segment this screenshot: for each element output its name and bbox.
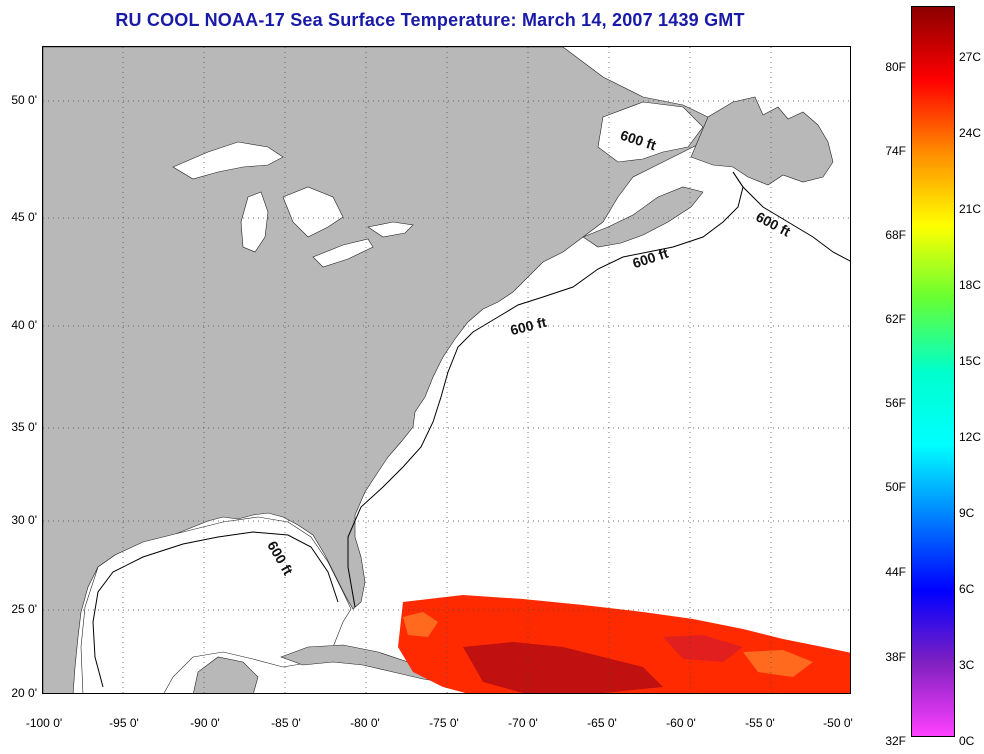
- colorbar-c-12: 12C: [959, 430, 982, 444]
- lake-michigan: [240, 191, 269, 253]
- colorbar-c-3: 3C: [959, 658, 975, 672]
- lon-label-85: -85 0': [271, 716, 301, 730]
- lake-huron: [282, 186, 344, 238]
- colorbar-f-74: 74F: [885, 144, 906, 158]
- colorbar-f-44: 44F: [885, 565, 906, 579]
- lat-label-35: 35 0': [11, 420, 37, 434]
- colorbar-c-0: 0C: [959, 734, 975, 748]
- colorbar-c-27: 27C: [959, 50, 982, 64]
- colorbar-c-21: 21C: [959, 202, 982, 216]
- lake-superior: [172, 141, 284, 180]
- lat-label-45: 45 0': [11, 210, 37, 224]
- colorbar-c-9: 9C: [959, 506, 975, 520]
- land-yucatan: [193, 656, 259, 693]
- lat-label-50: 50 0': [11, 93, 37, 107]
- colorbar-f-56: 56F: [885, 396, 906, 410]
- map-canvas: [43, 47, 850, 693]
- colorbar-f-50: 50F: [885, 480, 906, 494]
- map-title: RU COOL NOAA-17 Sea Surface Temperature:…: [115, 10, 745, 30]
- isobath-grand-banks: [732, 171, 850, 262]
- colorbar-f-32: 32F: [885, 734, 906, 748]
- sst-patches: [398, 595, 850, 693]
- graticule: [43, 47, 850, 693]
- lon-label-60: -60 0': [666, 716, 696, 730]
- lat-label-30: 30 0': [11, 513, 37, 527]
- lon-label-70: -70 0': [508, 716, 538, 730]
- lon-label-90: -90 0': [190, 716, 220, 730]
- lon-label-80: -80 0': [350, 716, 380, 730]
- gulf-st-lawrence: [597, 101, 704, 163]
- lon-label-95: -95 0': [109, 716, 139, 730]
- gulf-of-mexico: [80, 516, 352, 693]
- colorbar-c-6: 6C: [959, 582, 975, 596]
- lake-erie: [312, 238, 374, 268]
- colorbar-c-18: 18C: [959, 278, 982, 292]
- colorbar-c-15: 15C: [959, 354, 982, 368]
- lon-label-65: -65 0': [587, 716, 617, 730]
- lon-label-50: -50 0': [823, 716, 853, 730]
- colorbar-f-80: 80F: [885, 60, 906, 74]
- lon-label-100: -100 0': [25, 716, 63, 730]
- land-newfoundland: [690, 96, 834, 186]
- lat-label-25: 25 0': [11, 602, 37, 616]
- lat-label-20: 20 0': [11, 686, 37, 700]
- lon-label-75: -75 0': [429, 716, 459, 730]
- sst-map[interactable]: [42, 46, 851, 694]
- land-nova-scotia: [582, 186, 704, 248]
- lat-label-40: 40 0': [11, 318, 37, 332]
- isobath-gulf: [92, 531, 339, 688]
- lon-label-55: -55 0': [745, 716, 775, 730]
- temperature-colorbar: [911, 6, 955, 737]
- colorbar-f-68: 68F: [885, 228, 906, 242]
- lake-ontario: [367, 221, 414, 238]
- colorbar-c-24: 24C: [959, 126, 982, 140]
- colorbar-f-62: 62F: [885, 312, 906, 326]
- colorbar-f-38: 38F: [885, 650, 906, 664]
- isobath-east-coast: [347, 171, 744, 608]
